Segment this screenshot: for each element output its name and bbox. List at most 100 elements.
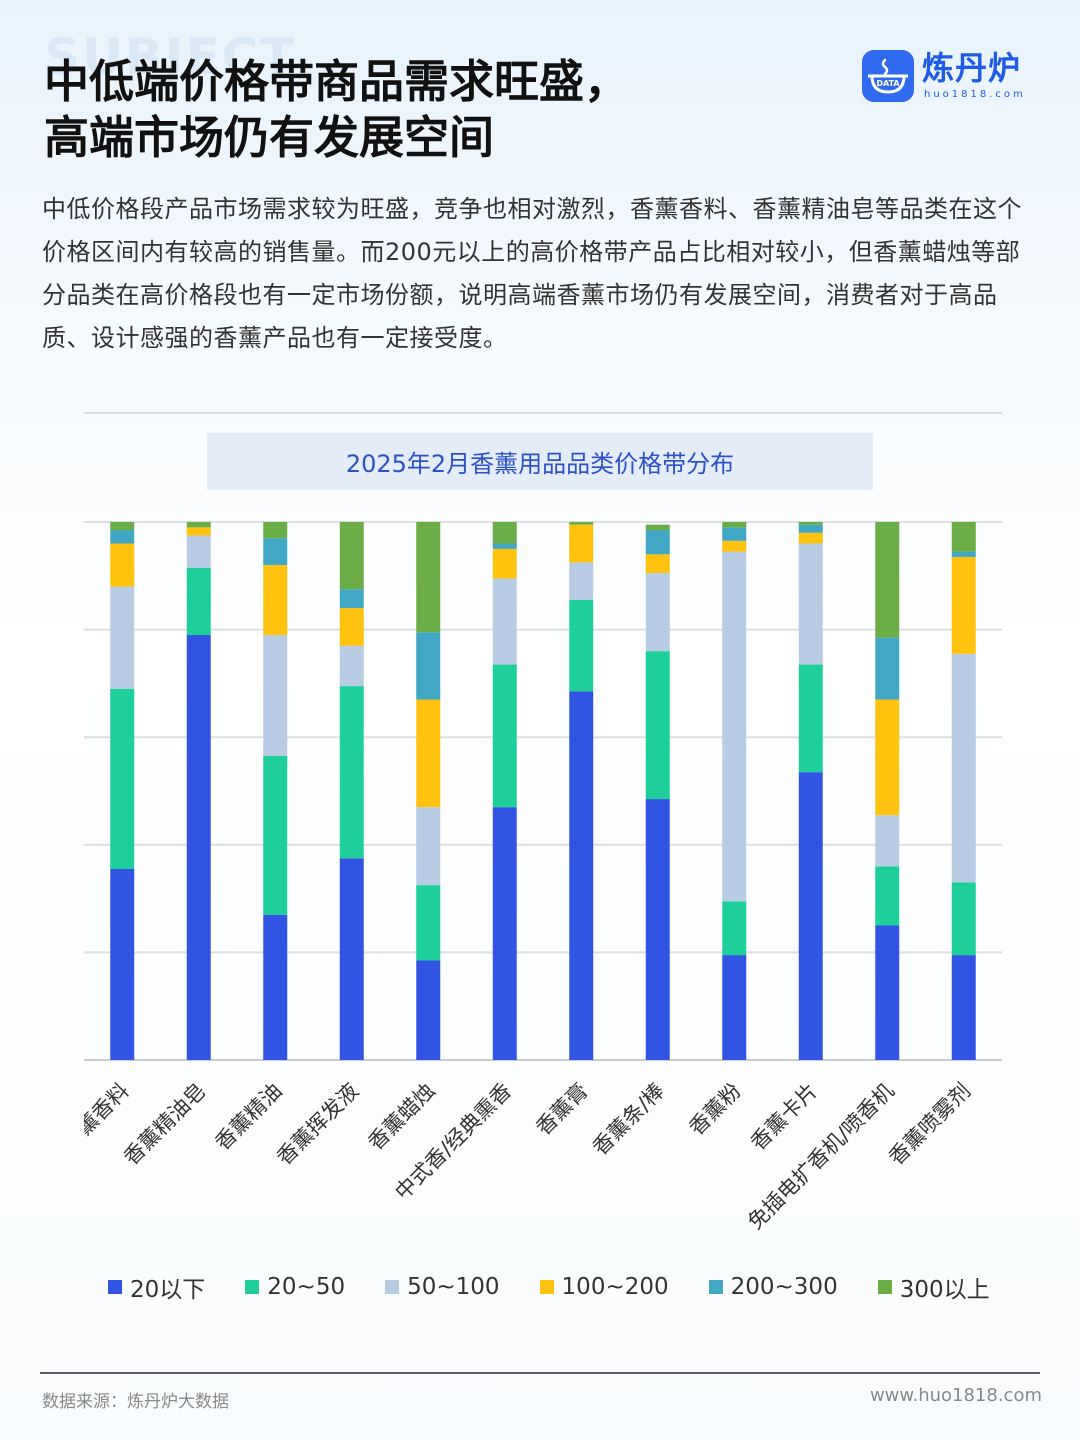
chart-title: 2025年2月香薰用品品类价格带分布 [345, 450, 735, 478]
bar-segment-2 [722, 551, 747, 902]
bar-segment-5 [645, 524, 670, 531]
bar-segment-2 [110, 586, 135, 689]
bar-segment-5 [798, 522, 823, 525]
bar-segment-3 [110, 543, 135, 587]
chart-legend: 20以下 20~50 50~100 100~200 200~300 300以上 [108, 1270, 1030, 1304]
bar-segment-4 [951, 551, 976, 557]
brand-logo: DATA 炼丹炉 huo1818.com [862, 50, 1040, 106]
bar-segment-0 [339, 858, 364, 1060]
bar-segment-1 [263, 756, 288, 915]
legend-label: 200~300 [730, 1274, 838, 1300]
x-tick-label: 香薰香料 [84, 1079, 134, 1155]
legend-label: 20~50 [267, 1274, 346, 1300]
bar-segment-2 [263, 634, 288, 757]
bar-segment-3 [339, 608, 364, 646]
bar-segment-5 [263, 522, 288, 539]
bar-segment-2 [951, 653, 976, 883]
bar-segment-4 [492, 543, 517, 549]
legend-label: 300以上 [899, 1277, 990, 1303]
bar-segment-5 [339, 522, 364, 590]
chart-top-divider [84, 412, 1002, 414]
x-tick-label: 香薰挥发液 [272, 1079, 363, 1170]
bar-segment-0 [492, 807, 517, 1060]
logo-badge-text: DATA [876, 79, 900, 88]
bar-segment-3 [875, 699, 900, 816]
bar-segment-5 [492, 522, 517, 544]
legend-swatch [877, 1280, 892, 1294]
bar-segment-1 [645, 651, 670, 800]
bar-segment-3 [186, 527, 211, 536]
legend-item: 200~300 [708, 1274, 838, 1300]
bar-segment-2 [416, 807, 441, 886]
bar-segment-0 [722, 955, 747, 1060]
bar-segment-4 [339, 589, 364, 609]
bar-segment-2 [339, 645, 364, 687]
bar-segment-5 [722, 522, 747, 528]
bar-segment-1 [951, 882, 976, 956]
legend-item: 50~100 [385, 1274, 500, 1300]
legend-item: 100~200 [539, 1274, 669, 1300]
bar-segment-1 [569, 600, 594, 692]
bar-segment-5 [569, 522, 594, 525]
bar-segment-1 [798, 664, 823, 773]
legend-label: 20以下 [130, 1277, 206, 1303]
bar-segment-1 [416, 885, 441, 961]
logo-pot-icon: DATA [862, 50, 914, 102]
x-tick-label: 免插电扩香机/喷香机 [743, 1079, 899, 1235]
bar-segment-3 [951, 556, 976, 654]
x-tick-label: 香薰蜡烛 [363, 1079, 439, 1155]
bar-segment-5 [951, 522, 976, 552]
bar-segment-0 [416, 960, 441, 1060]
bar-segment-3 [798, 532, 823, 544]
bar-segment-0 [798, 772, 823, 1060]
x-tick-label: 香薰喷雾剂 [884, 1079, 975, 1170]
x-tick-label: 香薰粉 [684, 1079, 746, 1141]
bar-segment-4 [722, 527, 747, 541]
bar-segment-4 [645, 530, 670, 555]
bar-segment-2 [875, 815, 900, 867]
bar-segment-0 [263, 914, 288, 1060]
chart-title-box: 2025年2月香薰用品品类价格带分布 [207, 433, 873, 490]
legend-item: 300以上 [877, 1270, 990, 1304]
bar-segment-0 [186, 634, 211, 1060]
legend-swatch [245, 1280, 260, 1294]
x-tick-label: 香薰精油皂 [119, 1079, 210, 1170]
bar-segment-0 [110, 869, 135, 1060]
bar-segment-4 [875, 637, 900, 700]
legend-item: 20~50 [245, 1274, 345, 1300]
bar-segment-3 [569, 524, 594, 563]
bar-segment-5 [110, 522, 135, 531]
bar-segment-2 [492, 578, 517, 665]
bar-segment-1 [875, 866, 900, 926]
bar-segment-2 [798, 543, 823, 665]
legend-label: 100~200 [561, 1274, 669, 1300]
intro-paragraph: 中低价格段产品市场需求较为旺盛，竞争也相对激烈，香薰香料、香薰精油皂等品类在这个… [42, 195, 1022, 352]
bar-segment-0 [569, 691, 594, 1060]
bar-segment-1 [339, 686, 364, 859]
legend-label: 50~100 [407, 1274, 500, 1300]
legend-item: 20以下 [108, 1270, 205, 1304]
footer-url: www.huo1818.com [869, 1385, 1042, 1406]
chart-container: 2025年2月香薰用品品类价格带分布 香薰香料 香薰精油皂 香薰精油 香薰挥发液 香薰蜡… [84, 412, 1002, 1332]
bar-segment-5 [186, 522, 211, 528]
bar-segment-0 [645, 799, 670, 1060]
bar-segment-3 [416, 699, 441, 808]
legend-swatch [108, 1280, 122, 1294]
bar-segment-2 [186, 535, 211, 568]
x-tick-label: 香薰精油 [210, 1079, 286, 1155]
bar-segment-0 [951, 955, 976, 1060]
x-tick-label: 香薰膏 [531, 1079, 593, 1141]
title-line-2: 高端市场仍有发展空间 [44, 111, 495, 164]
bar-segment-4 [798, 524, 823, 533]
bar-segment-3 [722, 540, 747, 552]
bar-segment-1 [110, 688, 135, 870]
x-tick-label: 香薰条/棒 [588, 1079, 669, 1160]
legend-swatch [385, 1280, 400, 1294]
footer-divider [40, 1372, 1040, 1374]
bar-segment-5 [875, 522, 900, 638]
bar-segment-4 [263, 538, 288, 566]
bar-segment-3 [263, 565, 288, 635]
page-title: 中低端价格带商品需求旺盛， 高端市场仍有发展空间 [44, 54, 629, 166]
bar-segment-4 [416, 632, 441, 700]
